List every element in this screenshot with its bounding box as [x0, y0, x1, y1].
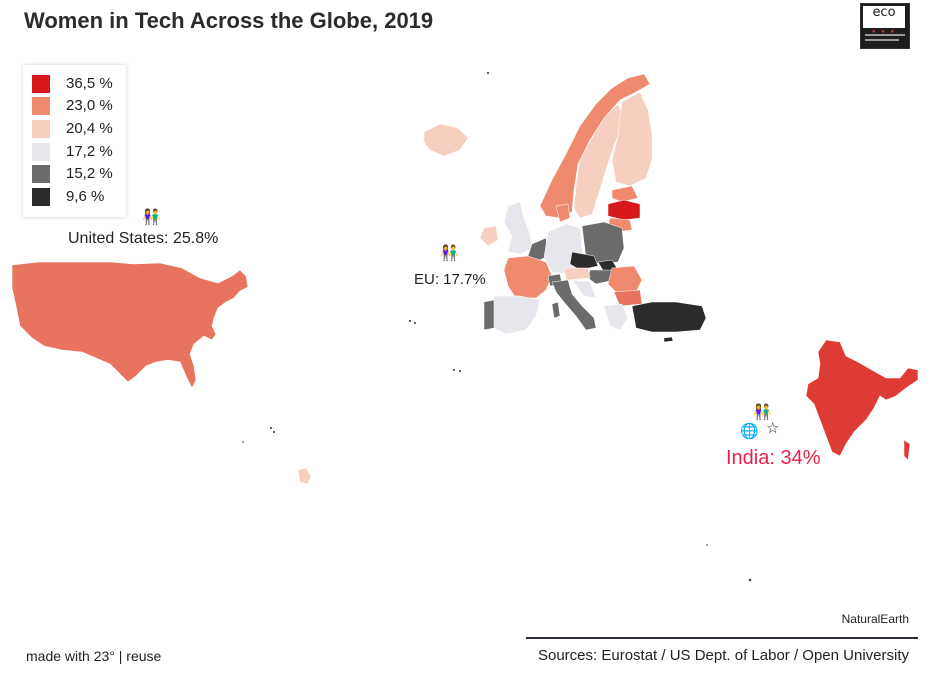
- people-icon: 👫: [142, 209, 161, 226]
- map-region-croatia[interactable]: [571, 279, 597, 299]
- legend-item: 20,4 %: [32, 119, 122, 139]
- people-icon: 👫: [753, 404, 772, 421]
- legend-item: 9,6 %: [32, 187, 122, 207]
- map-region-czechia[interactable]: [569, 251, 599, 271]
- map-region-iceland[interactable]: [423, 123, 469, 157]
- legend-swatch: [32, 143, 50, 161]
- map-region-turkey[interactable]: [631, 301, 707, 333]
- map-region-portugal[interactable]: [483, 299, 495, 331]
- map-region-italy[interactable]: [551, 279, 597, 331]
- legend-swatch: [32, 75, 50, 93]
- people-icon: 👫: [440, 245, 459, 262]
- made-with-text: made with 23°: [26, 648, 115, 664]
- us-label: United States: 25.8%: [68, 230, 219, 247]
- made-with-separator: |: [114, 648, 127, 664]
- logo-text: eco: [872, 5, 896, 20]
- map-region-cyprus[interactable]: [663, 336, 674, 343]
- legend-swatch: [32, 120, 50, 138]
- map-region-sri-lanka[interactable]: [903, 439, 911, 461]
- legend-item: 23,0 %: [32, 96, 122, 116]
- reuse-link[interactable]: reuse: [126, 648, 162, 664]
- map-region-latvia[interactable]: [607, 199, 641, 221]
- sources-note: Sources: Eurostat / US Dept. of Labor / …: [537, 647, 909, 664]
- map-region-spain[interactable]: [491, 295, 541, 335]
- legend-label: 15,2 %: [66, 165, 113, 182]
- legend-swatch: [32, 188, 50, 206]
- map-region-france[interactable]: [503, 255, 553, 299]
- map-region-romania[interactable]: [607, 265, 643, 295]
- legend-item: 15,2 %: [32, 164, 122, 184]
- map-region-austria[interactable]: [563, 267, 591, 281]
- legend-label: 17,2 %: [66, 143, 113, 160]
- legend-item: 17,2 %: [32, 142, 122, 162]
- map-region-finland[interactable]: [611, 91, 653, 187]
- made-with-note: made with 23° | reuse: [26, 648, 161, 664]
- legend-label: 20,4 %: [66, 120, 113, 137]
- sources-divider: [526, 637, 918, 639]
- india-label: India: 34%: [726, 447, 821, 469]
- map-region-india[interactable]: [805, 339, 919, 457]
- map-region-united-states[interactable]: [11, 261, 249, 389]
- legend-swatch: [32, 97, 50, 115]
- legend-label: 36,5 %: [66, 75, 113, 92]
- map-region-sardinia[interactable]: [551, 301, 561, 319]
- map-region-norway[interactable]: [539, 73, 651, 219]
- eco-logo: eco ● ● ●: [860, 3, 910, 49]
- map-region-united-kingdom[interactable]: [503, 201, 533, 255]
- legend-label: 23,0 %: [66, 97, 113, 114]
- map-region-hawaii[interactable]: [297, 467, 312, 485]
- star-icon: ☆: [766, 420, 780, 437]
- map-region-denmark[interactable]: [555, 203, 571, 223]
- map-region-greece[interactable]: [603, 303, 629, 331]
- color-legend: 36,5 % 23,0 % 20,4 % 17,2 % 15,2 % 9,6 %: [23, 65, 126, 217]
- map-region-estonia[interactable]: [611, 185, 639, 203]
- map-region-ireland[interactable]: [479, 225, 499, 247]
- legend-label: 9,6 %: [66, 188, 105, 205]
- legend-swatch: [32, 165, 50, 183]
- globe-icon: 🌐: [740, 423, 759, 440]
- map-title: Women in Tech Across the Globe, 2019: [24, 8, 434, 33]
- eu-label: EU: 17.7%: [414, 271, 486, 288]
- map-region-benelux[interactable]: [527, 237, 549, 263]
- map-credit: NaturalEarth: [841, 612, 909, 626]
- map-region-bulgaria[interactable]: [613, 289, 643, 307]
- legend-item: 36,5 %: [32, 74, 122, 94]
